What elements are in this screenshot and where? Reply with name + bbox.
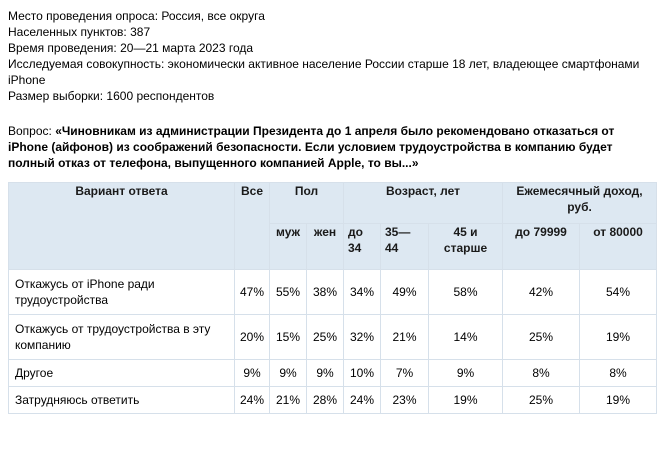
header-income-2: от 80000 <box>579 223 658 270</box>
results-table: Вариант ответа Все Пол Возраст, лет Ежем… <box>8 182 658 414</box>
cell-all: 24% <box>234 386 270 414</box>
header-age-1: до 34 <box>343 223 381 270</box>
cell-income-2: 8% <box>579 359 658 387</box>
cell-age-3: 58% <box>427 269 504 315</box>
meta-sample: Размер выборки: 1600 респондентов <box>8 89 215 103</box>
cell-income-2: 54% <box>579 269 658 315</box>
header-income-1: до 79999 <box>502 223 581 270</box>
cell-age-3: 9% <box>427 359 504 387</box>
survey-question: Вопрос: «Чиновникам из администрации Пре… <box>8 123 656 171</box>
table-row: Другое 9% 9% 9% 10% 7% 9% 8% 8% <box>8 359 658 387</box>
cell-age-2: 49% <box>380 269 429 315</box>
cell-male: 15% <box>269 314 307 360</box>
cell-all: 20% <box>234 314 270 360</box>
cell-age-3: 14% <box>427 314 504 360</box>
header-income: Ежемесячный доход, руб. <box>502 182 658 224</box>
row-label: Откажусь от трудоустройства в эту компан… <box>8 314 235 360</box>
meta-time: Время проведения: 20—21 марта 2023 года <box>8 41 254 55</box>
table-row: Откажусь от iPhone ради трудоустройства … <box>8 269 658 315</box>
table-row: Затрудняюсь ответить 24% 21% 28% 24% 23%… <box>8 386 658 414</box>
cell-female: 25% <box>306 314 344 360</box>
cell-female: 28% <box>306 386 344 414</box>
cell-male: 9% <box>269 359 307 387</box>
cell-age-3: 19% <box>427 386 504 414</box>
cell-female: 38% <box>306 269 344 315</box>
cell-male: 55% <box>269 269 307 315</box>
header-gender: Пол <box>269 182 344 224</box>
cell-age-2: 23% <box>380 386 429 414</box>
meta-settlements: Населенных пунктов: 387 <box>8 25 151 39</box>
row-label: Другое <box>8 359 235 387</box>
cell-income-2: 19% <box>579 314 658 360</box>
cell-age-1: 34% <box>343 269 381 315</box>
cell-income-1: 8% <box>502 359 581 387</box>
cell-income-1: 25% <box>502 314 581 360</box>
cell-income-2: 19% <box>579 386 658 414</box>
survey-document: Место проведения опроса: Россия, все окр… <box>8 8 658 414</box>
question-text: «Чиновникам из администрации Президента … <box>8 124 615 170</box>
row-label: Затрудняюсь ответить <box>8 386 235 414</box>
cell-age-1: 32% <box>343 314 381 360</box>
meta-population: Исследуемая совокупность: экономически а… <box>8 57 640 87</box>
row-label: Откажусь от iPhone ради трудоустройства <box>8 269 235 315</box>
cell-all: 47% <box>234 269 270 315</box>
table-row: Откажусь от трудоустройства в эту компан… <box>8 314 658 360</box>
cell-age-2: 7% <box>380 359 429 387</box>
header-male: муж <box>269 223 307 270</box>
cell-all: 9% <box>234 359 270 387</box>
header-variant: Вариант ответа <box>8 182 235 270</box>
cell-income-1: 42% <box>502 269 581 315</box>
meta-place: Место проведения опроса: Россия, все окр… <box>8 9 265 23</box>
cell-female: 9% <box>306 359 344 387</box>
cell-male: 21% <box>269 386 307 414</box>
header-age-2: 35— 44 <box>380 223 429 270</box>
header-all: Все <box>234 182 270 270</box>
cell-age-2: 21% <box>380 314 429 360</box>
cell-age-1: 24% <box>343 386 381 414</box>
header-age-3: 45 и старше <box>427 223 504 270</box>
header-age: Возраст, лет <box>342 182 504 224</box>
question-prefix: Вопрос: <box>8 124 56 138</box>
cell-income-1: 25% <box>502 386 581 414</box>
cell-age-1: 10% <box>343 359 381 387</box>
header-female: жен <box>306 223 344 270</box>
